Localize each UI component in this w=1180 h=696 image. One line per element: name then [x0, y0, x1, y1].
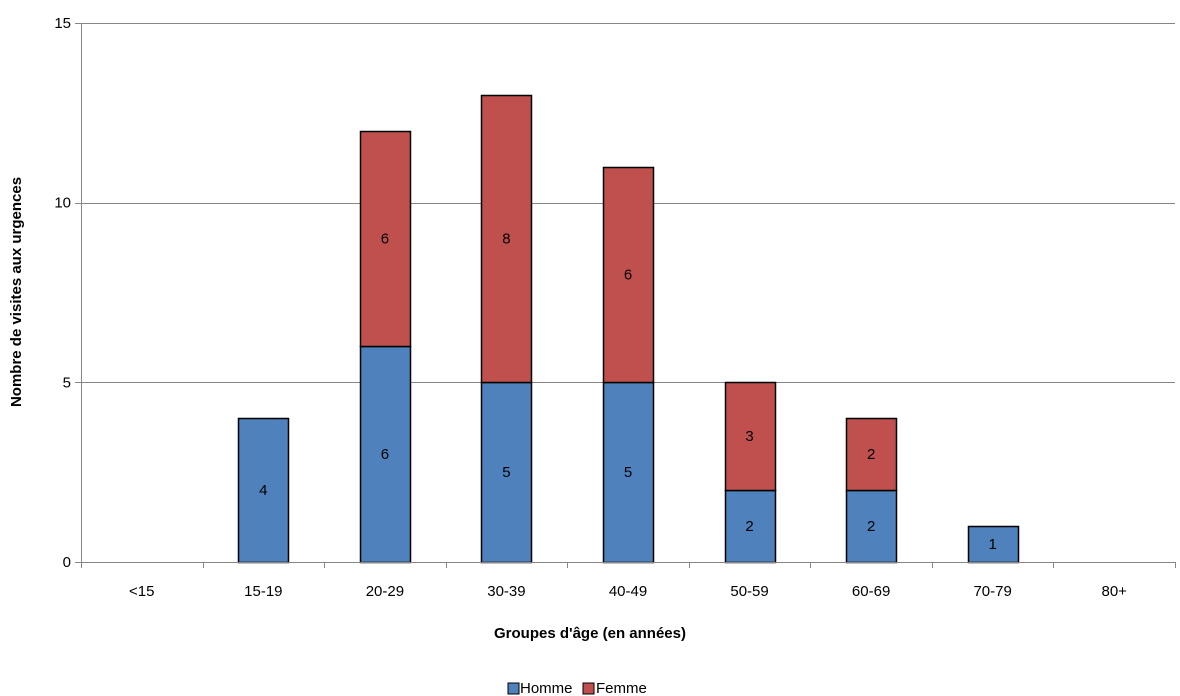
legend-label-homme: Homme	[520, 680, 573, 696]
legend-swatch-femme	[582, 682, 595, 695]
y-tick-label: 5	[63, 374, 71, 391]
bar-homme-5	[724, 489, 777, 564]
data-label: 8	[502, 231, 510, 248]
data-label: 2	[745, 518, 753, 535]
y-tick-label: 15	[54, 15, 71, 32]
data-label: 3	[745, 428, 753, 445]
legend-swatch-homme	[507, 682, 520, 695]
x-axis-title: Groupes d'âge (en années)	[494, 625, 686, 642]
data-label: 6	[381, 231, 389, 248]
bar-homme-1	[237, 417, 290, 564]
legend: Homme Femme	[507, 680, 647, 696]
x-tick-label: 30-39	[487, 583, 525, 600]
data-label: 1	[988, 536, 996, 553]
x-tick-label: 40-49	[609, 583, 647, 600]
data-label: 5	[624, 464, 632, 481]
data-label: 2	[867, 518, 875, 535]
data-label: 2	[867, 446, 875, 463]
x-tick-label: 20-29	[366, 583, 404, 600]
x-tick-label: 15-19	[244, 583, 282, 600]
bar-femme-3	[480, 94, 533, 384]
x-tick-label: 50-59	[730, 583, 768, 600]
bar-femme-5	[724, 381, 777, 492]
bars	[237, 94, 1020, 564]
x-tick-label: 80+	[1101, 583, 1127, 600]
x-tick-label: 70-79	[973, 583, 1011, 600]
bar-femme-2	[359, 130, 412, 348]
legend-label-femme: Femme	[596, 680, 647, 696]
y-tick-label: 0	[63, 554, 71, 571]
y-axis-title: Nombre de visites aux urgences	[8, 177, 25, 407]
data-label: 6	[381, 446, 389, 463]
y-tick-label: 10	[54, 195, 71, 212]
x-tick-label: 60-69	[852, 583, 890, 600]
bar-femme-4	[602, 166, 655, 384]
data-label: 5	[502, 464, 510, 481]
bar-homme-7	[967, 525, 1020, 564]
data-label: 6	[624, 267, 632, 284]
data-label: 4	[259, 482, 267, 499]
x-tick-label: <15	[129, 583, 154, 600]
data-labels: 4 6 6 5 8 5 6 2 3 2 2 1	[259, 231, 997, 553]
bar-femme-6	[845, 417, 898, 492]
